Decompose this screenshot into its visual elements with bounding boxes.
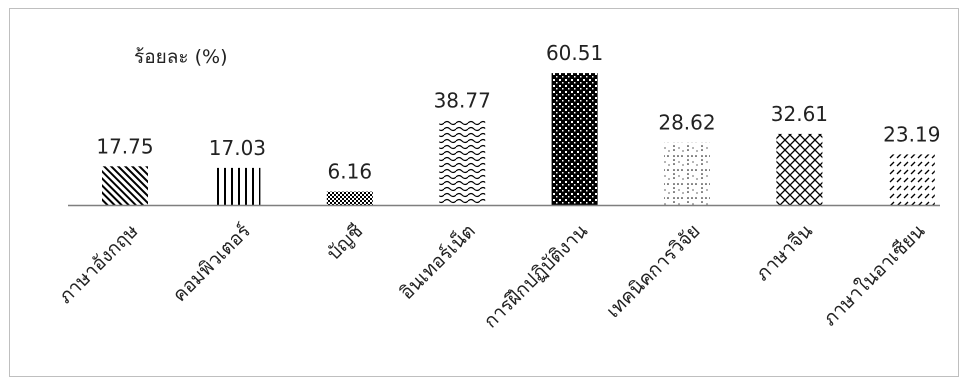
bar-7 (776, 133, 823, 205)
bar-3 (326, 191, 373, 205)
bar-5 (551, 73, 598, 205)
value-labels-layer: 17.75 17.03 6.16 38.77 60.51 28.62 32.61 23.19 (96, 41, 940, 184)
data-label-7: 32.61 (771, 102, 828, 126)
data-label-4: 38.77 (434, 89, 491, 113)
data-label-5: 60.51 (546, 41, 603, 65)
data-label-1: 17.75 (96, 134, 153, 158)
bar-4 (439, 120, 486, 205)
data-label-2: 17.03 (209, 136, 266, 160)
bars-layer (102, 73, 935, 205)
data-label-3: 6.16 (328, 160, 373, 184)
bar-8 (888, 154, 935, 205)
bar-6 (664, 142, 710, 205)
data-label-6: 28.62 (658, 111, 715, 135)
bar-2 (214, 167, 261, 205)
y-unit-label: ร้อยละ (%) (134, 46, 228, 68)
bar-1 (102, 166, 148, 205)
data-label-8: 23.19 (883, 122, 940, 146)
